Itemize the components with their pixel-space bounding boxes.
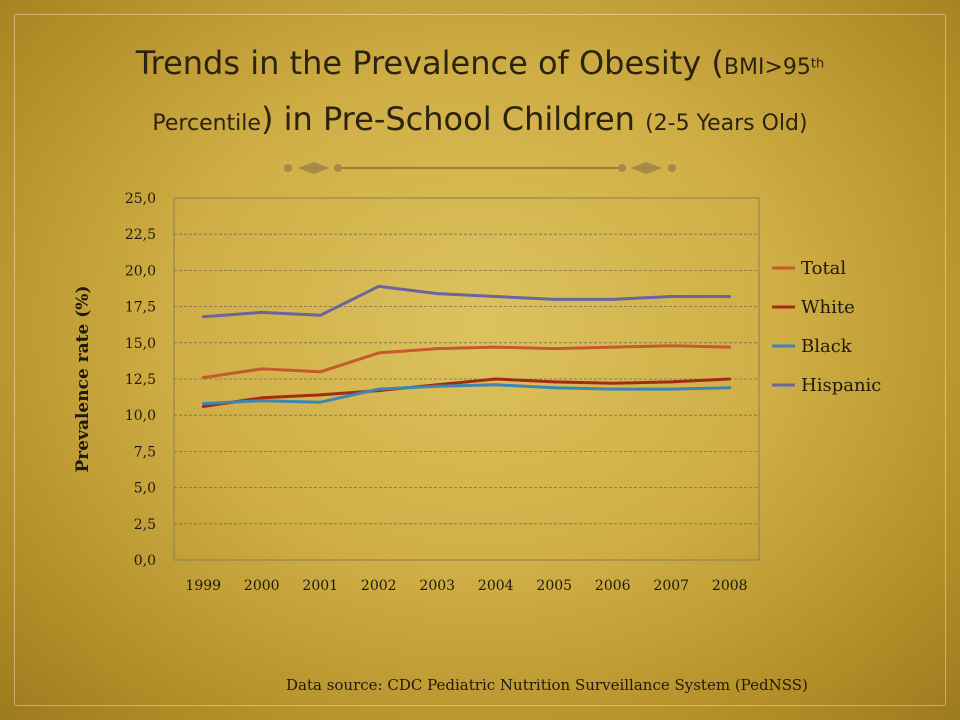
data-point-hispanic (552, 297, 556, 301)
x-tick-label: 2007 (653, 578, 689, 594)
series-line-hispanic (203, 284, 730, 319)
y-tick-label: 22,5 (125, 227, 156, 243)
data-point-white (494, 377, 498, 381)
y-tick-label: 5,0 (134, 481, 156, 497)
data-point-hispanic (494, 295, 498, 298)
title-part-1: Trends in the Prevalence of Obesity ( (135, 44, 724, 82)
y-axis-label: Prevalence rate (%) (73, 286, 93, 473)
legend: Total White Black Hispanic (772, 258, 881, 396)
y-tick-label: 25,0 (125, 191, 156, 207)
x-tick-label: 2001 (302, 578, 338, 594)
y-tick-label: 17,5 (125, 300, 156, 316)
title-part-age: (2-5 Years Old) (645, 111, 808, 136)
y-tick-label: 2,5 (134, 517, 156, 533)
y-axis-ticks: 0,0 2,5 5,0 7,5 10,0 12,5 15,0 17,5 20,0 22,5 25,0 (125, 191, 156, 569)
legend-label-total: Total (801, 258, 846, 279)
data-point-white (318, 393, 322, 397)
y-tick-label: 7,5 (134, 444, 156, 460)
data-point-black (260, 399, 264, 403)
data-point-black (435, 384, 439, 388)
data-point-black (552, 386, 556, 390)
data-point-total (728, 345, 732, 349)
legend-label-black: Black (801, 336, 853, 357)
data-point-total (377, 351, 381, 355)
data-point-total (318, 370, 322, 374)
ornamental-divider (284, 162, 676, 174)
x-axis-ticks: 1999 2000 2001 2002 2003 2004 2005 2006 2007 2008 (185, 578, 747, 594)
data-point-black (201, 402, 205, 406)
legend-label-hispanic: Hispanic (801, 375, 881, 396)
series-lines (201, 284, 732, 408)
plot-area-border (173, 197, 760, 561)
title-part-bmi: BMI>95 (723, 55, 811, 80)
data-point-hispanic (201, 315, 205, 319)
title-part-2: ) in Pre-School Children (260, 100, 646, 138)
y-tick-label: 10,0 (125, 408, 156, 424)
data-point-total (201, 376, 205, 379)
data-point-white (201, 405, 205, 408)
data-point-white (669, 380, 673, 384)
data-point-hispanic (260, 310, 264, 314)
title-part-th: th (810, 56, 825, 72)
data-point-white (260, 396, 264, 400)
x-tick-label: 1999 (185, 578, 221, 594)
data-point-black (494, 383, 498, 387)
data-point-hispanic (318, 313, 322, 317)
series-line-black (203, 383, 730, 406)
data-point-hispanic (435, 292, 439, 295)
x-tick-label: 2006 (595, 578, 631, 594)
data-point-hispanic (728, 295, 732, 298)
data-point-black (377, 387, 381, 391)
data-point-white (552, 380, 556, 384)
x-tick-label: 2000 (244, 578, 280, 594)
data-point-hispanic (377, 284, 381, 288)
gridlines (174, 197, 759, 561)
title-part-percentile: Percentile (152, 111, 261, 136)
x-tick-label: 2005 (536, 578, 572, 594)
data-point-black (669, 387, 673, 391)
y-tick-label: 15,0 (125, 336, 156, 352)
data-point-total (611, 345, 615, 349)
y-tick-label: 12,5 (125, 372, 156, 388)
x-tick-label: 2004 (478, 578, 514, 594)
x-tick-label: 2003 (419, 578, 455, 594)
x-tick-label: 2002 (361, 578, 397, 594)
data-point-white (728, 377, 732, 381)
data-point-total (494, 345, 498, 349)
slide-frame (14, 14, 946, 706)
series-line-white (203, 377, 730, 408)
slide-title: Trends in the Prevalence of Obesity (BMI… (40, 38, 920, 150)
y-tick-label: 0,0 (134, 553, 156, 569)
series-line-total (203, 344, 730, 380)
data-point-black (728, 386, 732, 390)
data-point-white (611, 381, 615, 385)
data-point-total (435, 347, 439, 350)
data-point-hispanic (669, 295, 673, 298)
data-source-note: Data source: CDC Pediatric Nutrition Sur… (286, 676, 808, 694)
data-point-black (611, 387, 615, 391)
x-tick-label: 2008 (712, 578, 748, 594)
data-point-black (318, 400, 322, 404)
data-point-hispanic (611, 297, 615, 301)
data-point-total (552, 347, 556, 350)
data-point-total (669, 344, 673, 348)
data-point-total (260, 367, 264, 371)
y-tick-label: 20,0 (125, 263, 156, 279)
legend-label-white: White (801, 297, 855, 318)
